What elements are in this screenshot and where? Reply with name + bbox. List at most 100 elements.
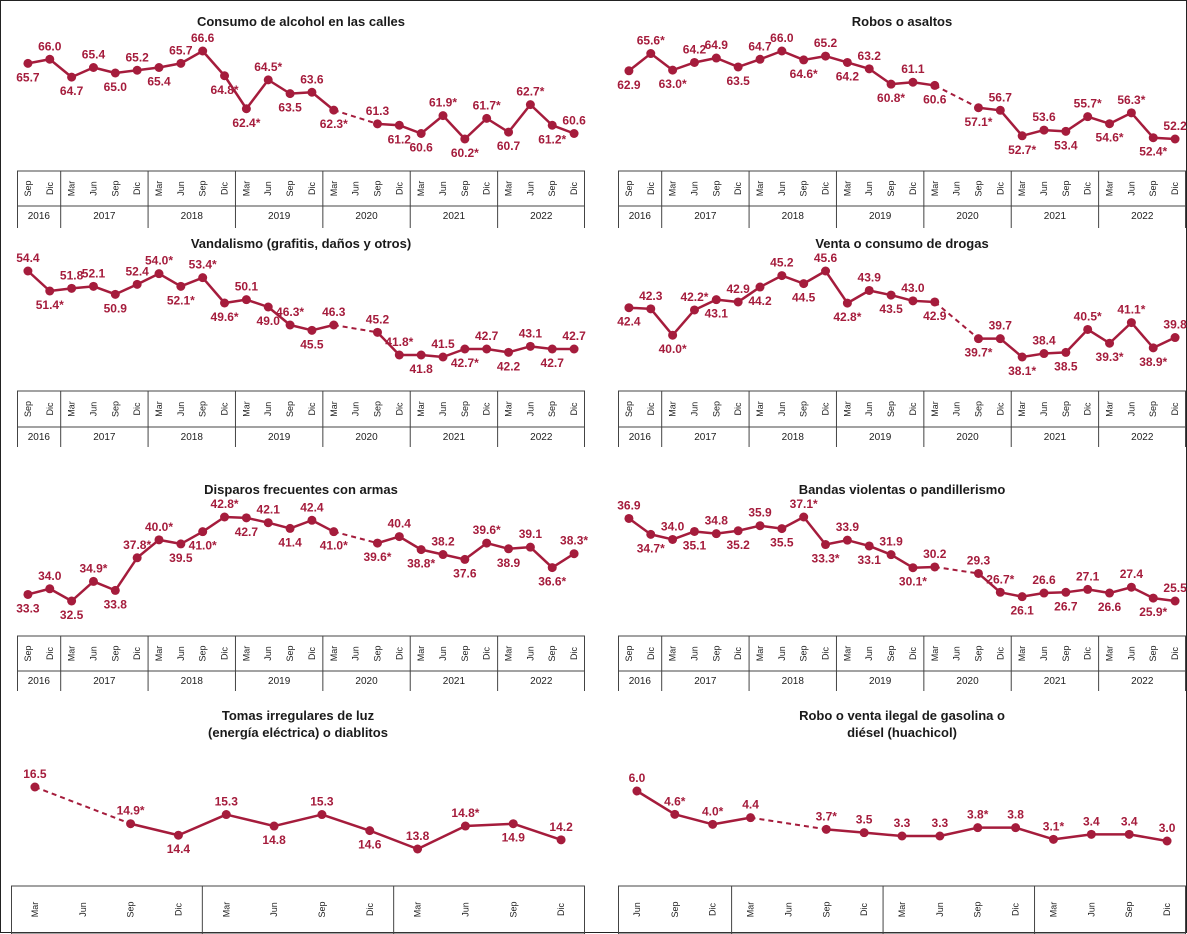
data-label: 38.2 bbox=[431, 535, 455, 549]
month-tick-label: Jun bbox=[1039, 646, 1049, 661]
chart-title: Tomas irregulares de luz (energía eléctr… bbox=[208, 708, 388, 740]
data-point bbox=[799, 512, 809, 522]
month-tick-label: Sep bbox=[1061, 401, 1071, 417]
data-point bbox=[198, 527, 208, 537]
data-point bbox=[973, 334, 983, 344]
month-tick-label: Sep bbox=[624, 180, 634, 196]
year-tick-label: 2016 bbox=[629, 432, 652, 443]
data-point bbox=[1017, 592, 1027, 602]
series-dashed-segment bbox=[750, 816, 827, 831]
year-tick-label: 2019 bbox=[869, 676, 892, 687]
data-label: 16.5 bbox=[23, 767, 47, 781]
chart-canvas: 2019202020212022JunSepDicMarJunSepDicMar… bbox=[618, 771, 1186, 934]
month-tick-label: Sep bbox=[23, 401, 33, 417]
data-label: 42.7 bbox=[562, 329, 586, 343]
data-point bbox=[547, 563, 557, 573]
data-label: 34.0 bbox=[38, 569, 62, 583]
month-tick-label: Dic bbox=[569, 647, 579, 660]
data-point bbox=[930, 562, 940, 572]
data-point bbox=[329, 105, 339, 115]
data-label: 14.8* bbox=[451, 806, 479, 820]
data-point bbox=[525, 341, 535, 351]
month-tick-label: Dic bbox=[45, 647, 55, 660]
series-line-segment bbox=[507, 103, 532, 133]
month-tick-label: Sep bbox=[1148, 180, 1158, 196]
data-label: 40.0* bbox=[145, 520, 173, 534]
series-line-segment bbox=[529, 103, 554, 127]
month-tick-label: Sep bbox=[198, 645, 208, 661]
data-label: 42.7 bbox=[235, 525, 259, 539]
month-tick-label: Dic bbox=[908, 402, 918, 415]
data-point bbox=[569, 129, 579, 138]
data-label: 34.0 bbox=[661, 519, 685, 533]
month-tick-label: Jun bbox=[935, 902, 945, 917]
chart-canvas: 2016 2017 2018 2019 2020 2021 2022 Sep Dic Mar Jun… bbox=[617, 31, 1187, 228]
year-tick-label: 2020 bbox=[355, 676, 378, 687]
year-tick-label: 2017 bbox=[694, 432, 717, 443]
month-tick-label: Dic bbox=[1170, 182, 1180, 195]
data-label: 38.9* bbox=[1139, 355, 1167, 369]
month-tick-label: Mar bbox=[1017, 401, 1027, 417]
data-label: 54.4 bbox=[16, 251, 40, 265]
month-tick-label: Dic bbox=[908, 182, 918, 195]
chart-canvas: 2016 2017 2018 2019 2020 2021 2022 Sep Dic Mar Jun… bbox=[16, 31, 586, 228]
month-tick-label: Dic bbox=[1170, 402, 1180, 415]
data-label: 14.8 bbox=[262, 833, 286, 847]
month-tick-label: Sep bbox=[110, 401, 120, 417]
data-point bbox=[241, 104, 251, 114]
month-tick-label: Sep bbox=[821, 901, 831, 917]
data-label: 61.2* bbox=[538, 132, 566, 146]
data-label: 15.3 bbox=[215, 795, 239, 809]
data-label: 42.7 bbox=[541, 356, 565, 370]
month-tick-label: Sep bbox=[711, 645, 721, 661]
chart-title: Consumo de alcohol en las calles bbox=[196, 14, 406, 29]
data-label: 39.1 bbox=[519, 527, 543, 541]
data-label: 3.4 bbox=[1083, 814, 1100, 828]
month-tick-label: Mar bbox=[746, 902, 756, 918]
data-label: 35.1 bbox=[683, 538, 707, 552]
year-tick-label: 2021 bbox=[1044, 676, 1067, 687]
data-label: 34.9* bbox=[79, 561, 107, 575]
data-label: 65.7 bbox=[16, 70, 40, 84]
data-label: 42.2* bbox=[680, 290, 708, 304]
series-line-segment bbox=[628, 52, 652, 72]
data-point bbox=[394, 532, 404, 542]
data-label: 39.6* bbox=[363, 550, 391, 564]
data-label: 27.1 bbox=[1076, 569, 1100, 583]
month-tick-label: Jun bbox=[460, 902, 470, 917]
data-point bbox=[646, 529, 656, 539]
data-label: 64.9 bbox=[705, 38, 729, 52]
year-tick-label: 2016 bbox=[28, 676, 51, 687]
data-point bbox=[263, 75, 273, 85]
data-point bbox=[733, 297, 743, 307]
month-tick-label: Sep bbox=[799, 645, 809, 661]
data-point bbox=[746, 813, 756, 823]
data-point bbox=[864, 541, 874, 551]
data-point bbox=[132, 65, 142, 75]
data-label: 60.6 bbox=[923, 92, 947, 106]
month-tick-label: Jun bbox=[351, 181, 361, 196]
data-point bbox=[711, 295, 721, 305]
year-tick-label: 2019 bbox=[268, 676, 291, 687]
data-point bbox=[689, 57, 699, 67]
month-tick-label: Dic bbox=[482, 402, 492, 415]
month-tick-label: Dic bbox=[646, 182, 656, 195]
month-tick-label: Jun bbox=[783, 902, 793, 917]
data-point bbox=[777, 46, 787, 56]
month-tick-label: Jun bbox=[525, 402, 535, 417]
month-tick-label: Mar bbox=[416, 646, 426, 662]
series-line-segment bbox=[650, 52, 674, 72]
year-tick-label: 2018 bbox=[181, 676, 204, 687]
month-tick-label: Mar bbox=[930, 181, 940, 197]
data-point bbox=[1061, 347, 1071, 357]
series-line-segment bbox=[267, 306, 291, 326]
month-tick-label: Dic bbox=[908, 647, 918, 660]
month-tick-label: Dic bbox=[394, 402, 404, 415]
month-tick-label: Dic bbox=[220, 182, 230, 195]
data-label: 38.9 bbox=[497, 556, 521, 570]
data-point bbox=[1170, 596, 1180, 606]
month-tick-label: Mar bbox=[755, 181, 765, 197]
data-point bbox=[221, 810, 231, 820]
data-point bbox=[1039, 125, 1049, 135]
series-line-segment bbox=[225, 813, 275, 828]
